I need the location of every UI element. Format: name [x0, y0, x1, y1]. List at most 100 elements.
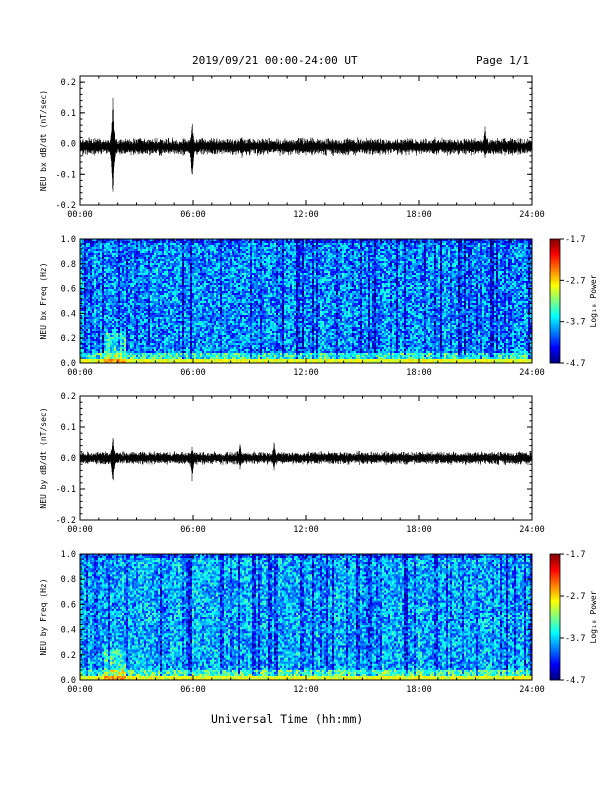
heatmap-cell	[264, 277, 267, 280]
heatmap-cell	[318, 251, 321, 254]
heatmap-cell	[424, 269, 427, 272]
heatmap-cell	[496, 249, 499, 252]
heatmap-cell	[248, 243, 251, 246]
heatmap-cell	[294, 273, 297, 276]
heatmap-cell	[194, 241, 197, 244]
heatmap-cell	[368, 239, 371, 242]
heatmap-cell	[272, 253, 275, 256]
heatmap-cell	[362, 277, 365, 280]
heatmap-cell	[472, 241, 475, 244]
heatmap-cell	[396, 245, 399, 248]
heatmap-cell	[166, 267, 169, 270]
heatmap-cell	[404, 263, 407, 266]
heatmap-cell	[436, 241, 439, 244]
heatmap-cell	[80, 257, 83, 260]
heatmap-cell	[190, 245, 193, 248]
heatmap-cell	[476, 251, 479, 254]
heatmap-cell	[526, 253, 529, 256]
heatmap-cell	[332, 261, 335, 264]
heatmap-cell	[222, 241, 225, 244]
heatmap-cell	[478, 243, 481, 246]
heatmap-cell	[112, 261, 115, 264]
heatmap-cell	[444, 259, 447, 262]
heatmap-cell	[476, 255, 479, 258]
heatmap-cell	[366, 261, 369, 264]
heatmap-cell	[394, 269, 397, 272]
heatmap-cell	[304, 279, 307, 282]
heatmap-cell	[298, 259, 301, 262]
heatmap-cell	[110, 269, 113, 272]
heatmap-cell	[414, 243, 417, 246]
heatmap-cell	[108, 277, 111, 280]
heatmap-cell	[480, 277, 483, 280]
heatmap-cell	[522, 255, 525, 258]
heatmap-cell	[154, 257, 157, 260]
heatmap-cell	[192, 253, 195, 256]
heatmap-cell	[506, 239, 509, 242]
heatmap-cell	[96, 239, 99, 242]
heatmap-cell	[184, 263, 187, 266]
heatmap-cell	[136, 279, 139, 282]
heatmap-cell	[226, 261, 229, 264]
heatmap-cell	[108, 279, 111, 282]
heatmap-cell	[518, 249, 521, 252]
heatmap-cell	[530, 257, 533, 260]
heatmap-cell	[138, 279, 141, 282]
heatmap-cell	[384, 275, 387, 278]
heatmap-cell	[486, 257, 489, 260]
heatmap-cell	[342, 275, 345, 278]
heatmap-cell	[514, 241, 517, 244]
heatmap-cell	[194, 273, 197, 276]
heatmap-cell	[486, 263, 489, 266]
heatmap-cell	[464, 253, 467, 256]
heatmap-cell	[282, 257, 285, 260]
heatmap-cell	[262, 245, 265, 248]
heatmap-cell	[370, 253, 373, 256]
heatmap-cell	[408, 257, 411, 260]
heatmap-cell	[330, 261, 333, 264]
heatmap-cell	[206, 281, 209, 284]
heatmap-cell	[528, 249, 531, 252]
heatmap-cell	[144, 239, 147, 242]
heatmap-cell	[236, 253, 239, 256]
heatmap-cell	[394, 257, 397, 260]
heatmap-cell	[86, 257, 89, 260]
heatmap-cell	[526, 249, 529, 252]
heatmap-cell	[392, 245, 395, 248]
heatmap-cell	[110, 241, 113, 244]
heatmap-cell	[238, 261, 241, 264]
y-tick-label: -0.2	[56, 201, 76, 211]
heatmap-cell	[452, 245, 455, 248]
heatmap-cell	[240, 263, 243, 266]
heatmap-cell	[326, 273, 329, 276]
heatmap-cell	[314, 251, 317, 254]
heatmap-cell	[252, 249, 255, 252]
heatmap-cell	[204, 251, 207, 254]
heatmap-cell	[342, 277, 345, 280]
heatmap-cell	[460, 261, 463, 264]
heatmap-cell	[374, 273, 377, 276]
heatmap-cell	[172, 265, 175, 268]
heatmap-cell	[132, 249, 135, 252]
heatmap-cell	[232, 241, 235, 244]
heatmap-cell	[486, 279, 489, 282]
heatmap-cell	[364, 257, 367, 260]
heatmap-cell	[82, 271, 85, 274]
heatmap-cell	[238, 239, 241, 242]
heatmap-cell	[502, 279, 505, 282]
heatmap-cell	[198, 279, 201, 282]
heatmap-cell	[180, 261, 183, 264]
heatmap-cell	[356, 269, 359, 272]
heatmap-cell	[386, 253, 389, 256]
heatmap-cell	[124, 243, 127, 246]
heatmap-cell	[362, 265, 365, 268]
heatmap-cell	[266, 259, 269, 262]
heatmap-cell	[462, 277, 465, 280]
heatmap-cell	[164, 275, 167, 278]
heatmap-cell	[238, 273, 241, 276]
heatmap-cell	[496, 279, 499, 282]
heatmap-cell	[164, 259, 167, 262]
heatmap-cell	[486, 253, 489, 256]
heatmap-cell	[158, 265, 161, 268]
heatmap-cell	[134, 275, 137, 278]
